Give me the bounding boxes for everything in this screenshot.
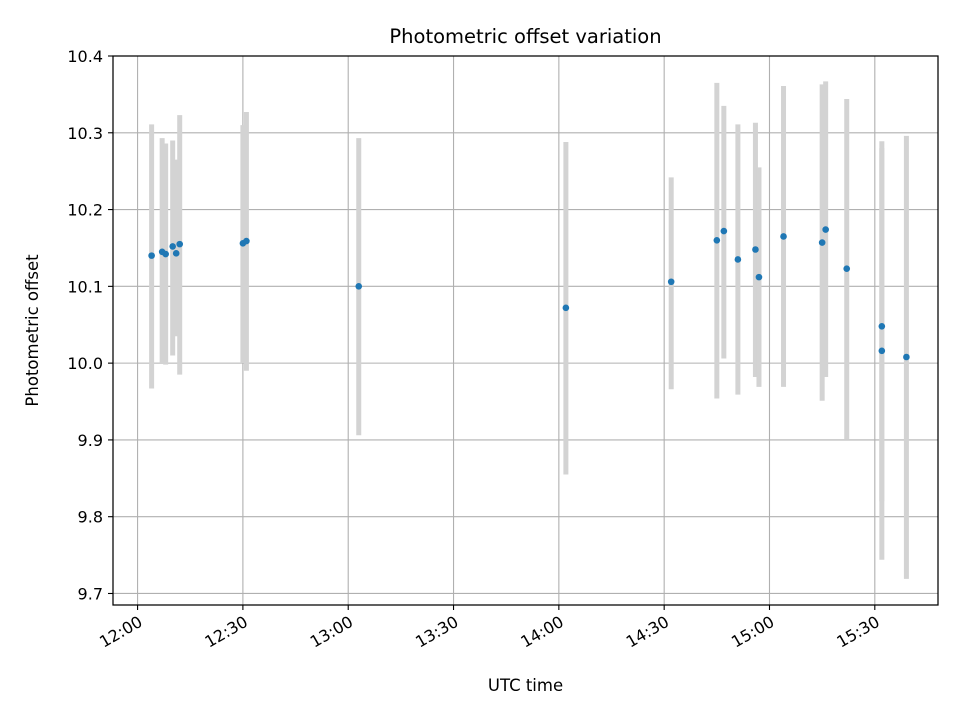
y-tick-label: 10.1 xyxy=(67,277,103,296)
y-tick-label: 9.8 xyxy=(78,508,103,527)
y-tick-label: 9.7 xyxy=(78,584,103,603)
y-axis: 9.7 9.8 9.9 10.0 10.1 10.2 10.3 10.4 xyxy=(67,47,113,603)
data-points xyxy=(148,226,910,361)
y-axis-title: Photometric offset xyxy=(23,254,42,407)
data-point xyxy=(176,240,184,248)
data-point xyxy=(752,246,759,253)
y-tick-label: 10.0 xyxy=(67,354,103,373)
data-point xyxy=(720,227,728,235)
grid xyxy=(113,55,938,605)
data-point xyxy=(162,250,169,258)
data-point xyxy=(734,256,742,263)
x-axis-title: UTC time xyxy=(488,676,563,695)
y-tick-label: 10.3 xyxy=(67,124,103,143)
data-point xyxy=(903,353,910,361)
data-point xyxy=(243,237,250,245)
chart-title: Photometric offset variation xyxy=(389,25,661,48)
data-point xyxy=(755,273,763,281)
data-point xyxy=(667,278,675,286)
y-tick-label: 10.2 xyxy=(67,201,103,220)
y-tick-label: 9.9 xyxy=(78,431,103,450)
data-point xyxy=(780,233,787,240)
data-point xyxy=(713,236,721,244)
data-point xyxy=(148,252,155,259)
y-tick-label: 10.4 xyxy=(67,47,103,66)
data-point xyxy=(355,283,363,290)
plot-frame xyxy=(112,55,939,606)
data-point xyxy=(822,226,829,233)
data-point xyxy=(843,265,851,272)
data-point xyxy=(818,239,826,246)
data-point xyxy=(878,322,886,330)
data-point xyxy=(172,250,180,257)
data-point xyxy=(562,304,570,312)
data-point xyxy=(169,243,176,250)
data-point xyxy=(878,347,886,355)
